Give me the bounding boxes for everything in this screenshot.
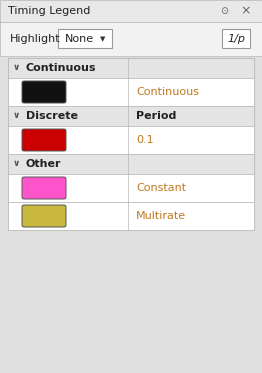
Bar xyxy=(8,58,254,230)
Text: None: None xyxy=(65,34,94,44)
Text: Timing Legend: Timing Legend xyxy=(8,6,90,16)
Bar xyxy=(8,154,254,174)
Bar xyxy=(8,174,254,202)
Text: Period: Period xyxy=(136,111,176,121)
Text: ⊙: ⊙ xyxy=(220,6,228,16)
Text: ∨: ∨ xyxy=(12,63,20,72)
Text: ∨: ∨ xyxy=(12,160,20,169)
Bar xyxy=(58,29,112,48)
FancyBboxPatch shape xyxy=(22,129,66,151)
Bar xyxy=(8,126,254,154)
Text: Multirate: Multirate xyxy=(136,211,186,221)
Text: Continuous: Continuous xyxy=(136,87,199,97)
Bar xyxy=(8,202,254,230)
Bar xyxy=(8,58,254,78)
Bar xyxy=(0,22,262,56)
FancyBboxPatch shape xyxy=(22,205,66,227)
Text: Discrete: Discrete xyxy=(26,111,78,121)
Bar xyxy=(8,106,254,126)
Bar xyxy=(8,78,254,106)
Bar xyxy=(0,0,262,22)
Text: 1/p: 1/p xyxy=(227,34,245,44)
FancyBboxPatch shape xyxy=(22,177,66,199)
Text: ▼: ▼ xyxy=(100,37,106,43)
Text: 0.1: 0.1 xyxy=(136,135,154,145)
Text: Other: Other xyxy=(26,159,62,169)
FancyBboxPatch shape xyxy=(22,81,66,103)
Text: Continuous: Continuous xyxy=(26,63,96,73)
Bar xyxy=(222,29,250,48)
Text: Highlight: Highlight xyxy=(10,34,61,44)
Text: Constant: Constant xyxy=(136,183,186,193)
Text: ×: × xyxy=(241,4,251,18)
Text: ∨: ∨ xyxy=(12,112,20,120)
